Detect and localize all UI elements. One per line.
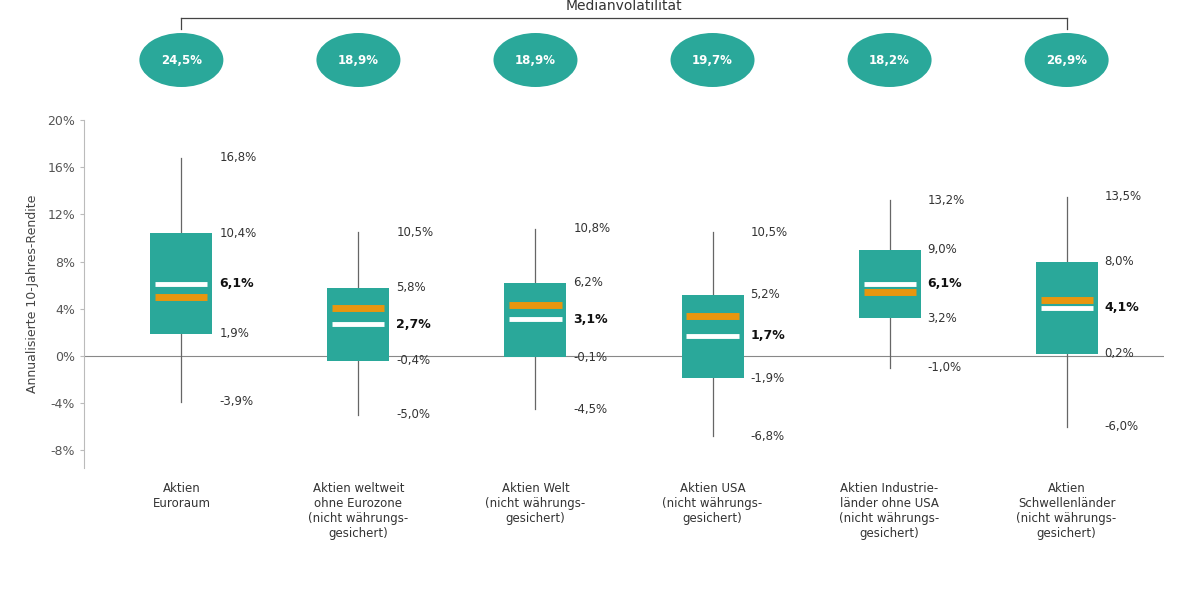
Text: 2,7%: 2,7% (396, 317, 431, 331)
Text: -1,0%: -1,0% (928, 361, 961, 374)
Text: 16,8%: 16,8% (220, 151, 257, 164)
Bar (1036, 262, 1098, 353)
Text: 6,1%: 6,1% (928, 277, 962, 290)
Bar (328, 287, 390, 361)
Text: -5,0%: -5,0% (396, 409, 431, 421)
Text: -6,8%: -6,8% (750, 430, 785, 443)
Bar (858, 250, 920, 318)
Text: 10,5%: 10,5% (396, 226, 433, 239)
Text: 18,9%: 18,9% (515, 53, 556, 67)
Text: 8,0%: 8,0% (1105, 255, 1134, 268)
Text: 10,8%: 10,8% (574, 222, 611, 235)
Text: 10,5%: 10,5% (750, 226, 787, 239)
Text: 19,7%: 19,7% (692, 53, 733, 67)
Text: 18,2%: 18,2% (869, 53, 910, 67)
Text: 13,5%: 13,5% (1105, 190, 1142, 203)
Text: -1,9%: -1,9% (750, 372, 785, 385)
Text: 5,8%: 5,8% (396, 281, 426, 294)
Text: -0,4%: -0,4% (396, 354, 431, 367)
Text: 1,7%: 1,7% (750, 329, 785, 343)
Text: 0,2%: 0,2% (1105, 347, 1134, 360)
Text: 3,1%: 3,1% (574, 313, 608, 326)
Text: 5,2%: 5,2% (750, 288, 780, 301)
Text: 6,1%: 6,1% (220, 277, 254, 290)
Text: 10,4%: 10,4% (220, 227, 257, 240)
Text: 1,9%: 1,9% (220, 327, 250, 340)
Y-axis label: Annualisierte 10-Jahres-Rendite: Annualisierte 10-Jahres-Rendite (25, 195, 38, 393)
Text: 13,2%: 13,2% (928, 194, 965, 207)
Text: -6,0%: -6,0% (1105, 420, 1139, 433)
Bar (504, 283, 566, 357)
Text: -4,5%: -4,5% (574, 403, 607, 416)
Text: 26,9%: 26,9% (1046, 53, 1087, 67)
Bar (150, 233, 212, 334)
Text: 24,5%: 24,5% (161, 53, 202, 67)
Text: 4,1%: 4,1% (1105, 301, 1140, 314)
Text: 6,2%: 6,2% (574, 276, 604, 289)
Text: -3,9%: -3,9% (220, 395, 253, 409)
Text: 9,0%: 9,0% (928, 243, 958, 256)
Bar (682, 295, 744, 379)
Text: 3,2%: 3,2% (928, 311, 958, 325)
Text: 18,9%: 18,9% (338, 53, 379, 67)
Text: Medianvolatilität: Medianvolatilität (565, 0, 683, 13)
Text: -0,1%: -0,1% (574, 350, 607, 364)
